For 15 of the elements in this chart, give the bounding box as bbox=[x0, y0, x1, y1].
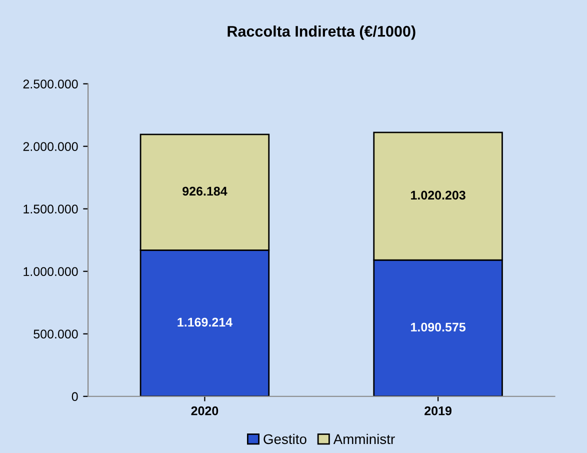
data-label: 1.169.214 bbox=[178, 318, 232, 327]
y-tick-label: 2.500.000 bbox=[23, 80, 78, 88]
data-label: 1.090.575 bbox=[411, 322, 466, 332]
chart-title: Raccolta Indiretta (€/1000) bbox=[228, 26, 416, 40]
legend-label: Gestito bbox=[264, 434, 306, 444]
y-tick-label: 500.000 bbox=[34, 330, 78, 339]
x-tick-label: 2019 bbox=[424, 406, 452, 416]
y-tick-label: 2.000.000 bbox=[23, 142, 78, 151]
y-tick-label: 0 bbox=[72, 392, 78, 402]
data-label: 926.184 bbox=[182, 186, 228, 196]
y-tick-label: 1.500.000 bbox=[24, 204, 78, 214]
data-label: 1.020.203 bbox=[411, 190, 466, 200]
legend-label: Amministr bbox=[333, 434, 395, 444]
y-tick-label: 1.000.000 bbox=[24, 267, 78, 276]
x-tick-label: 2020 bbox=[191, 406, 218, 416]
